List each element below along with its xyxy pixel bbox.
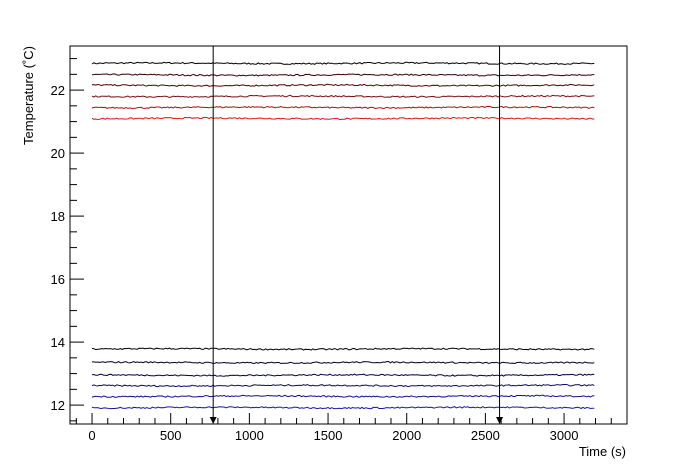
y-tick-label: 22 <box>51 83 65 98</box>
x-axis-label: Time (s) <box>579 444 626 459</box>
marker-arrowhead <box>209 417 217 424</box>
y-tick-label: 14 <box>51 335 65 350</box>
x-tick-label: 3000 <box>550 428 579 443</box>
series-line <box>91 383 595 388</box>
x-tick-label: 500 <box>160 428 182 443</box>
series-line <box>91 83 595 87</box>
series-line <box>91 105 595 110</box>
y-axis: 12 14 16 18 20 22 <box>51 58 84 422</box>
y-tick-label: 16 <box>51 272 65 287</box>
series-line <box>91 394 595 398</box>
y-tick-label: 12 <box>51 398 65 413</box>
series-line <box>91 116 595 121</box>
y-tick-label: 20 <box>51 146 65 161</box>
series-line <box>92 360 595 365</box>
plot-frame <box>69 45 628 425</box>
x-tick-label: 0 <box>88 428 95 443</box>
x-axis: 0 500 1000 1500 2000 2500 3000 <box>75 413 628 443</box>
marker-layer <box>209 46 504 424</box>
x-tick-label: 2500 <box>471 428 500 443</box>
series-line <box>91 94 595 99</box>
y-tick-label: 18 <box>51 209 65 224</box>
x-tick-label: 1000 <box>235 428 264 443</box>
y-axis-label: Temperature (˚C) <box>21 46 36 145</box>
series-line <box>91 73 595 77</box>
x-tick-label: 1500 <box>314 428 343 443</box>
x-tick-label: 2000 <box>392 428 421 443</box>
marker-arrowhead <box>496 417 504 424</box>
series-line <box>91 61 595 65</box>
series-line <box>91 373 595 377</box>
series-line <box>91 406 595 410</box>
series-line <box>91 347 595 351</box>
series-layer <box>91 61 595 410</box>
